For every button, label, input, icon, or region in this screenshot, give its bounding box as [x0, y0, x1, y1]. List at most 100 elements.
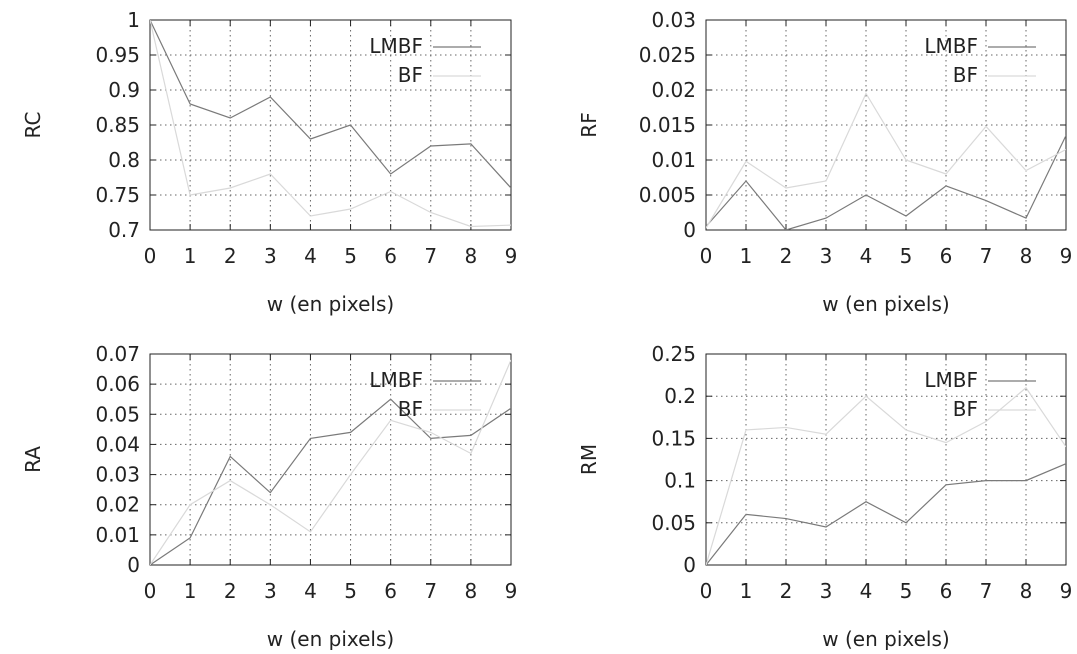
x-tick-label: 5	[900, 579, 913, 603]
plot-frame	[149, 353, 512, 566]
x-tick-label: 5	[900, 244, 913, 268]
x-tick-label: 7	[424, 579, 437, 603]
x-tick-label: 0	[700, 244, 713, 268]
x-tick-label: 7	[980, 579, 993, 603]
x-tick-label: 2	[780, 579, 793, 603]
legend-label-lmbf: LMBF	[369, 368, 423, 392]
y-axis-label: RC	[21, 112, 45, 139]
series-line-bf	[150, 359, 511, 565]
x-tick-label: 9	[1060, 244, 1073, 268]
y-axis-label: RA	[21, 446, 45, 473]
y-tick-label: 0.85	[95, 113, 140, 137]
y-tick-label: 0.15	[651, 426, 696, 450]
x-tick-label: 8	[465, 579, 478, 603]
y-tick-label: 0.01	[651, 148, 696, 172]
x-tick-label: 9	[505, 244, 518, 268]
y-axis-label: RF	[577, 112, 601, 137]
y-tick-label: 0.95	[95, 43, 140, 67]
legend-label-lmbf: LMBF	[924, 34, 978, 58]
x-tick-label: 2	[780, 244, 793, 268]
y-tick-label: 0	[127, 553, 140, 577]
y-tick-label: 0.75	[95, 183, 140, 207]
x-tick-label: 0	[700, 579, 713, 603]
x-tick-label: 6	[940, 579, 953, 603]
series-group	[706, 92, 1066, 230]
x-tick-label: 4	[304, 244, 317, 268]
series-line-lmbf	[706, 135, 1066, 230]
y-tick-label: 0.01	[95, 523, 140, 547]
x-tick-label: 0	[144, 244, 157, 268]
x-tick-label: 9	[1060, 579, 1073, 603]
series-line-lmbf	[150, 20, 511, 189]
legend-label-lmbf: LMBF	[924, 368, 978, 392]
y-tick-label: 0.04	[95, 432, 140, 456]
series-line-bf	[706, 386, 1066, 565]
y-tick-label: 0.25	[651, 342, 696, 366]
series-group	[150, 20, 511, 228]
y-tick-label: 0.005	[639, 183, 696, 207]
y-tick-label: 0.07	[95, 342, 140, 366]
x-tick-label: 4	[304, 579, 317, 603]
x-axis-label: w (en pixels)	[822, 292, 949, 316]
x-tick-label: 1	[740, 579, 753, 603]
x-tick-label: 6	[940, 244, 953, 268]
series-line-bf	[150, 20, 511, 228]
chart-panel-0: 0 1 2 3 4 5 6 7 8 9 0.7 0.75 0.8 0.85 0.9 0.95 1 w (en pi…	[21, 8, 517, 316]
y-tick-label: 0.02	[651, 78, 696, 102]
chart-panel-2: 0 1 2 3 4 5 6 7 8 9 0 0.01 0.02 0.03 0.04 0.05 0.06 0.07 w…	[21, 342, 518, 651]
x-tick-label: 7	[980, 244, 993, 268]
x-axis-label: w (en pixels)	[267, 627, 394, 650]
y-tick-label: 0.06	[95, 372, 140, 396]
x-tick-label: 3	[264, 244, 277, 268]
x-tick-label: 8	[1020, 244, 1033, 268]
x-tick-label: 1	[740, 244, 753, 268]
legend-label-lmbf: LMBF	[369, 34, 423, 58]
x-tick-label: 5	[344, 244, 357, 268]
y-tick-label: 0.025	[639, 43, 696, 67]
series-group	[150, 359, 511, 565]
x-axis-label: w (en pixels)	[822, 627, 949, 650]
x-tick-label: 5	[344, 579, 357, 603]
x-tick-label: 4	[860, 244, 873, 268]
x-tick-label: 3	[820, 579, 833, 603]
y-tick-label: 0.05	[651, 511, 696, 535]
y-axis-label: RM	[577, 444, 601, 475]
series-line-lmbf	[706, 463, 1066, 565]
x-tick-label: 0	[144, 579, 157, 603]
y-tick-label: 0.015	[639, 113, 696, 137]
legend-label-bf: BF	[398, 397, 423, 421]
x-tick-label: 1	[184, 579, 197, 603]
x-tick-label: 9	[505, 579, 518, 603]
chart-panel-1: 0 1 2 3 4 5 6 7 8 9 0 0.005 0.01 0.015 0.02 0.025 0.03 w …	[577, 8, 1072, 316]
y-tick-label: 0.1	[664, 469, 696, 493]
x-tick-label: 3	[264, 579, 277, 603]
series-group	[706, 386, 1066, 565]
x-tick-label: 6	[384, 579, 397, 603]
plot-frame	[705, 353, 1067, 566]
y-tick-label: 0.2	[664, 384, 696, 408]
y-tick-label: 0	[683, 553, 696, 577]
y-tick-label: 0.03	[651, 8, 696, 32]
y-tick-label: 0	[683, 218, 696, 242]
x-tick-label: 3	[820, 244, 833, 268]
x-tick-label: 7	[424, 244, 437, 268]
series-line-lmbf	[150, 398, 511, 565]
y-tick-label: 0.05	[95, 402, 140, 426]
x-tick-label: 8	[465, 244, 478, 268]
y-tick-label: 0.03	[95, 463, 140, 487]
x-tick-label: 8	[1020, 579, 1033, 603]
legend-label-bf: BF	[953, 397, 978, 421]
chart-panel-3: 0 1 2 3 4 5 6 7 8 9 0 0.05 0.1 0.15 0.2 0.25 w (en pixel…	[577, 342, 1073, 651]
y-tick-label: 0.7	[108, 218, 140, 242]
legend-label-bf: BF	[953, 63, 978, 87]
legend-label-bf: BF	[398, 63, 423, 87]
y-tick-label: 0.8	[108, 148, 140, 172]
y-tick-label: 0.02	[95, 493, 140, 517]
x-tick-label: 1	[184, 244, 197, 268]
y-tick-label: 0.9	[108, 78, 140, 102]
x-tick-label: 2	[224, 244, 237, 268]
x-tick-label: 2	[224, 579, 237, 603]
x-tick-label: 6	[384, 244, 397, 268]
